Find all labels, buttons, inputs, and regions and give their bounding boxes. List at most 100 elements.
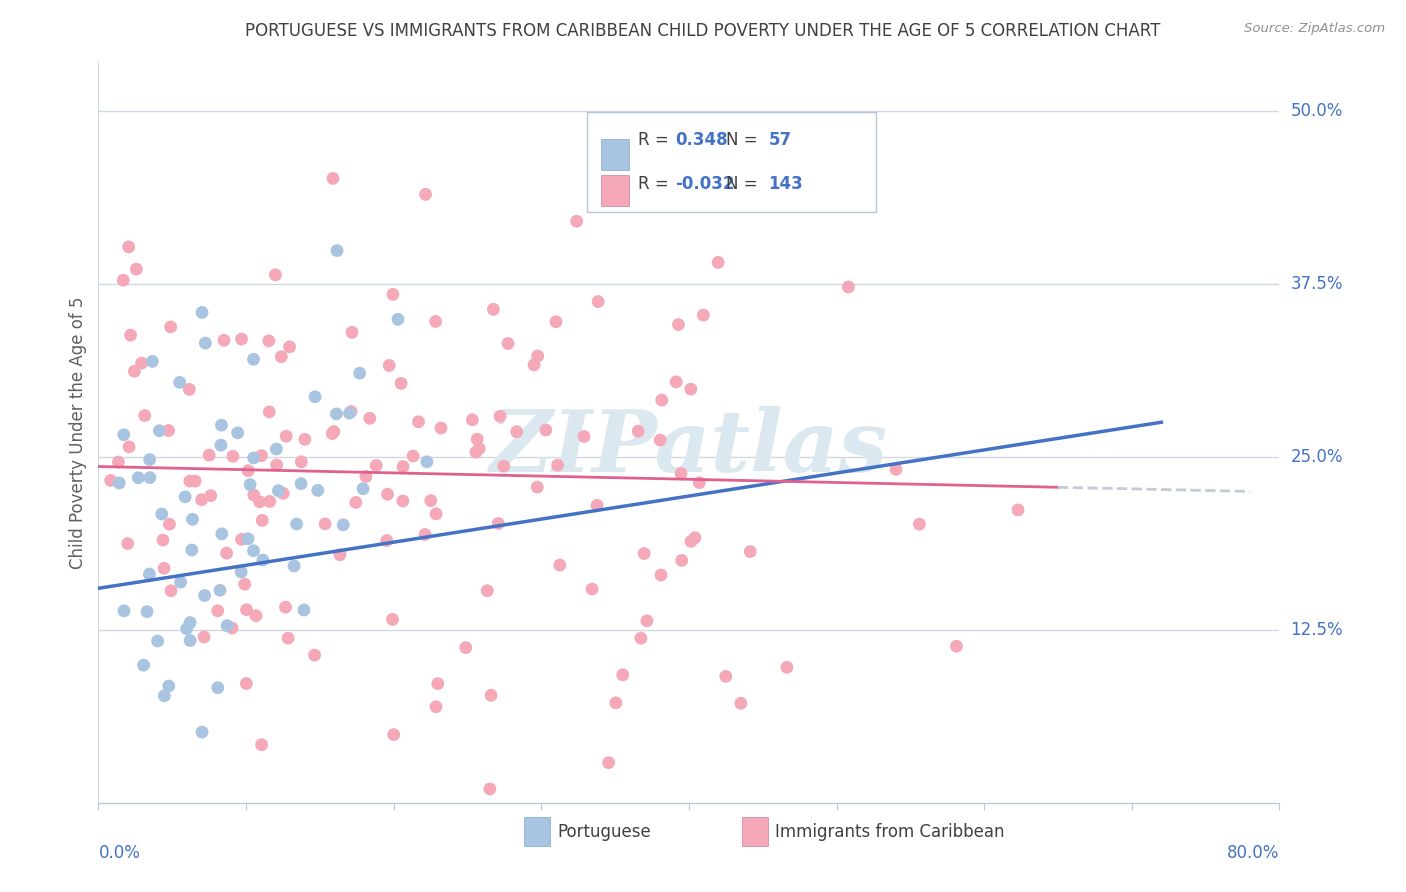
Text: 25.0%: 25.0% [1291,448,1343,466]
Point [314,516,336,531]
Point [157,424,180,438]
Point [259,494,281,508]
Point [612,668,634,682]
Point [136,605,159,619]
Point [837,280,859,294]
Point [776,660,799,674]
Point [636,614,658,628]
Point [714,669,737,683]
Point [179,615,201,630]
Point [322,425,344,439]
Text: N =: N = [725,131,762,149]
Point [468,442,491,456]
Text: Source: ZipAtlas.com: Source: ZipAtlas.com [1244,22,1385,36]
Point [683,531,706,545]
Point [304,390,326,404]
Point [200,489,222,503]
Point [294,433,316,447]
Point [242,543,264,558]
Point [413,527,436,541]
Point [375,533,398,548]
Point [181,512,204,526]
Point [207,604,229,618]
Point [264,268,287,282]
Point [669,467,692,481]
Point [107,455,129,469]
Point [124,364,146,378]
Point [169,575,191,590]
Text: PORTUGUESE VS IMMIGRANTS FROM CARIBBEAN CHILD POVERTY UNDER THE AGE OF 5 CORRELA: PORTUGUESE VS IMMIGRANTS FROM CARIBBEAN … [245,22,1161,40]
Point [231,533,253,547]
Point [134,409,156,423]
Point [131,356,153,370]
Point [252,553,274,567]
Point [665,375,688,389]
Text: 80.0%: 80.0% [1227,845,1279,863]
Point [329,548,352,562]
Point [169,376,191,390]
Point [267,483,290,498]
Point [650,568,672,582]
Point [120,328,142,343]
Point [381,612,404,626]
Point [274,600,297,615]
Point [231,565,253,579]
Point [270,350,292,364]
Point [112,427,135,442]
Point [180,543,202,558]
Point [242,450,264,465]
Point [526,349,548,363]
Point [117,536,139,550]
Point [157,679,180,693]
Point [215,546,238,560]
Point [586,294,609,309]
Point [174,490,197,504]
Point [276,429,298,443]
Point [179,383,201,397]
Point [354,469,377,483]
Point [547,458,569,472]
Point [378,359,401,373]
Point [211,527,233,541]
Point [382,728,405,742]
Point [292,603,315,617]
Point [340,404,363,418]
Point [425,314,447,328]
Point [718,184,741,198]
Point [627,424,650,438]
Point [699,185,721,199]
Point [235,676,257,690]
Text: Immigrants from Caribbean: Immigrants from Caribbean [775,822,1004,840]
Point [207,681,229,695]
Point [146,634,169,648]
Point [605,696,627,710]
Point [325,407,347,421]
Point [352,482,374,496]
Point [150,507,173,521]
Point [332,517,354,532]
Point [245,608,267,623]
Point [506,425,529,439]
Point [387,312,409,326]
Text: 37.5%: 37.5% [1291,275,1343,293]
Point [153,561,176,575]
Point [381,287,404,301]
Point [226,425,249,440]
Point [184,474,207,488]
Text: 50.0%: 50.0% [1291,102,1343,120]
Point [581,582,603,596]
Point [141,354,163,368]
Point [740,544,762,558]
Text: R =: R = [638,131,673,149]
Text: 0.0%: 0.0% [98,845,141,863]
Point [231,332,253,346]
Point [112,604,135,618]
Point [212,334,235,348]
Point [454,640,477,655]
Point [565,214,588,228]
Point [321,426,343,441]
Point [650,433,672,447]
Point [668,318,690,332]
Point [221,621,243,635]
Point [243,488,266,502]
